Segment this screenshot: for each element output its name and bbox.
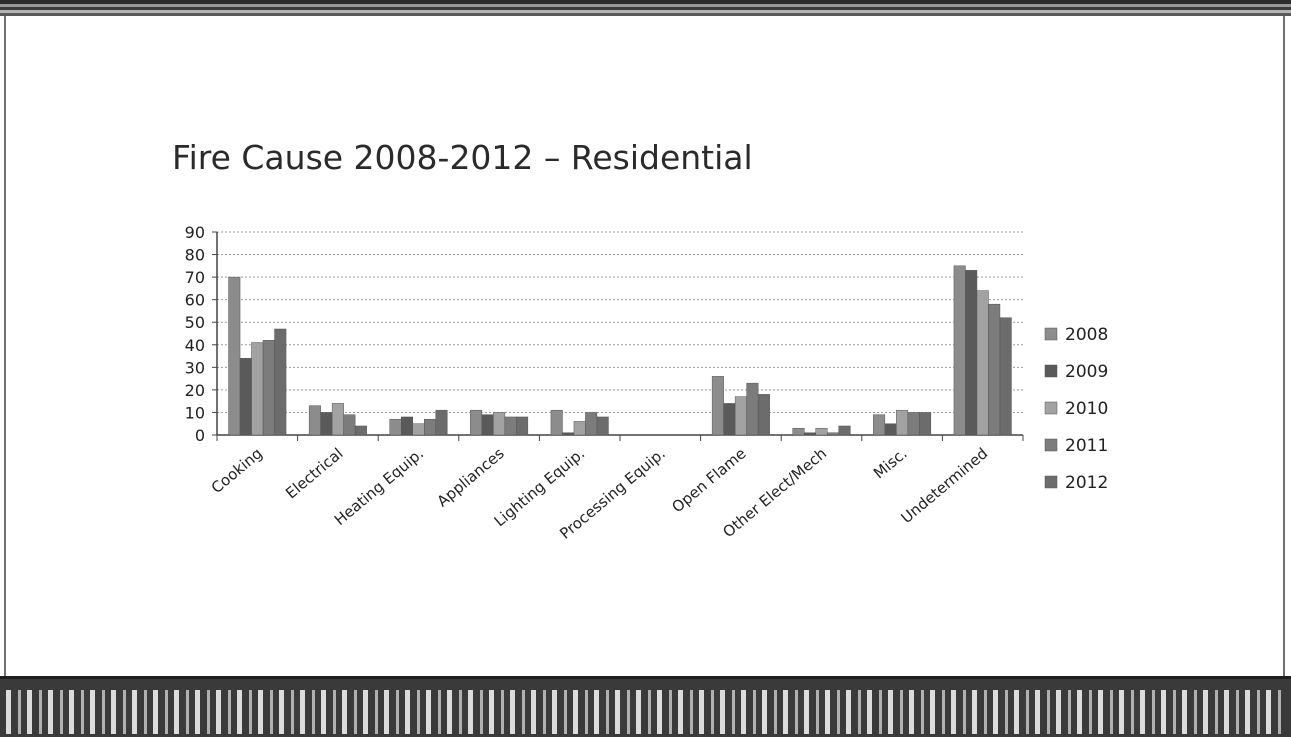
- bar: [493, 412, 506, 436]
- bar: [757, 394, 770, 436]
- legend-swatch: [1044, 401, 1058, 415]
- y-tick-label: 60: [185, 291, 205, 310]
- y-tick-label: 0: [195, 426, 205, 445]
- bar: [228, 276, 241, 436]
- legend-swatch: [1044, 475, 1058, 489]
- bar: [481, 414, 494, 436]
- bar: [907, 412, 920, 436]
- bar: [389, 418, 402, 436]
- bar: [562, 432, 575, 436]
- x-tick-label: Misc.: [870, 444, 911, 482]
- bar: [251, 342, 264, 436]
- legend-label: 2012: [1065, 473, 1108, 493]
- top-border: [0, 0, 1291, 16]
- x-tick-label: Cooking: [208, 444, 266, 497]
- bar: [873, 414, 886, 436]
- bar: [838, 425, 851, 436]
- y-tick-label: 80: [185, 246, 205, 265]
- bar: [896, 409, 909, 436]
- bar: [424, 418, 436, 436]
- bar: [308, 405, 321, 436]
- bar: [723, 403, 736, 436]
- legend-swatch: [1044, 438, 1058, 452]
- bar: [792, 427, 805, 436]
- bar: [412, 423, 425, 436]
- bar: [827, 432, 839, 436]
- bar: [988, 303, 1001, 436]
- bar: [435, 409, 448, 436]
- bar: [585, 412, 598, 436]
- y-tick-label: 40: [185, 336, 205, 355]
- bar: [331, 403, 344, 436]
- bar: [999, 317, 1012, 436]
- bar: [516, 416, 529, 436]
- bar: [976, 290, 989, 436]
- x-tick-label: Undetermined: [898, 444, 992, 527]
- y-tick-label: 30: [185, 358, 205, 377]
- legend-swatch: [1044, 364, 1058, 378]
- y-tick-label: 10: [185, 403, 205, 422]
- legend-label: 2011: [1065, 436, 1108, 456]
- bar: [734, 396, 747, 436]
- bar: [596, 416, 609, 436]
- x-tick-label: Appliances: [434, 444, 508, 510]
- bar: [550, 409, 563, 436]
- y-tick-label: 50: [185, 313, 205, 332]
- bar: [711, 376, 724, 436]
- bottom-stripe-pattern: [6, 690, 1285, 734]
- bar: [804, 432, 816, 436]
- x-tick-label: Open Flame: [668, 444, 749, 516]
- bar: [401, 416, 413, 436]
- bar: [239, 358, 252, 436]
- bar: [320, 412, 333, 436]
- y-tick-label: 90: [185, 223, 205, 242]
- legend-swatch: [1044, 327, 1058, 341]
- bar: [343, 414, 356, 436]
- bar: [470, 409, 483, 436]
- slide-frame: [4, 16, 1285, 676]
- bar: [504, 416, 517, 436]
- legend-label: 2008: [1065, 325, 1108, 345]
- y-tick-label: 20: [185, 381, 205, 400]
- bar: [965, 270, 978, 436]
- bar: [884, 423, 897, 436]
- bar: [262, 340, 275, 436]
- bar: [919, 412, 932, 436]
- x-tick-label: Electrical: [282, 444, 346, 502]
- y-tick-label: 70: [185, 268, 205, 287]
- bar: [354, 425, 367, 436]
- bar: [815, 427, 828, 436]
- bar: [274, 328, 287, 436]
- bar: [573, 421, 586, 436]
- legend-label: 2010: [1065, 399, 1108, 419]
- legend-label: 2009: [1065, 362, 1108, 382]
- bar: [746, 382, 759, 436]
- bar: [953, 265, 966, 436]
- slide-title: Fire Cause 2008-2012 – Residential: [172, 138, 753, 177]
